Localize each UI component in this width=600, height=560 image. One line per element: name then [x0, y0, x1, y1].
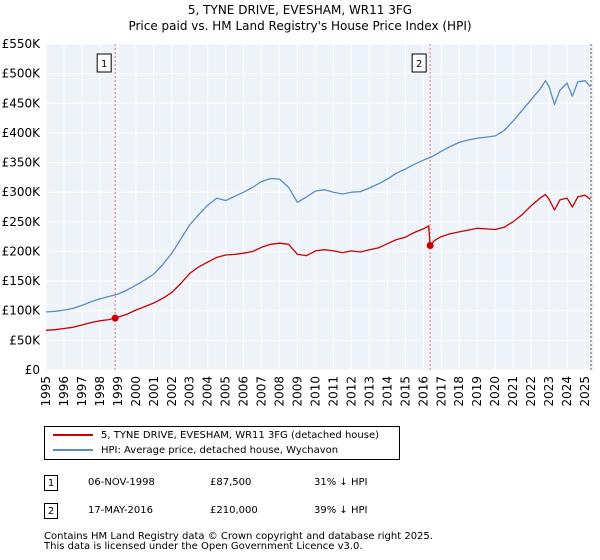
- sale-marker-box: [96, 53, 112, 73]
- x-tick-label: 1997: [75, 376, 89, 407]
- y-tick-label: £350K: [2, 156, 42, 170]
- plot-background: [46, 44, 594, 370]
- legend-swatch-hpi: [53, 449, 93, 451]
- sale-price: £210,000: [210, 505, 258, 516]
- y-tick-label: £0: [25, 363, 40, 377]
- footer: Contains HM Land Registry data © Crown c…: [44, 532, 433, 552]
- legend-item-hpi: HPI: Average price, detached house, Wych…: [53, 444, 338, 458]
- legend-label-property: 5, TYNE DRIVE, EVESHAM, WR11 3FG (detach…: [101, 430, 380, 441]
- x-tick-label: 2013: [362, 376, 376, 407]
- legend-label-hpi: HPI: Average price, detached house, Wych…: [101, 445, 339, 456]
- x-tick-label: 2008: [273, 376, 287, 407]
- x-tick-label: 2023: [542, 376, 556, 407]
- x-tick-label: 2022: [524, 376, 538, 407]
- x-tick-label: 1998: [93, 376, 107, 407]
- x-tick-label: 2021: [506, 376, 520, 407]
- footer-copyright: Contains HM Land Registry data © Crown c…: [44, 531, 433, 542]
- sale-number-badge: 1: [44, 475, 58, 491]
- x-tick-label: 2016: [416, 376, 430, 407]
- x-tick-label: 1999: [111, 376, 125, 407]
- x-tick-label: 2024: [560, 376, 574, 407]
- x-tick-label: 2020: [488, 376, 502, 407]
- x-tick-label: 2012: [344, 376, 358, 407]
- plot-area: £0 £50K £100K £150K £200K £250K £300K £350K £400…: [2, 37, 594, 407]
- sale-number-badge: 2: [44, 503, 58, 519]
- legend-swatch-property: [53, 434, 93, 436]
- y-tick-label: £500K: [2, 67, 42, 81]
- sale-marker-label: 1: [101, 59, 107, 70]
- legend-item-property: 5, TYNE DRIVE, EVESHAM, WR11 3FG (detach…: [53, 429, 379, 443]
- footer-licence: This data is licensed under the Open Gov…: [44, 541, 363, 552]
- legend: 5, TYNE DRIVE, EVESHAM, WR11 3FG (detach…: [44, 426, 400, 460]
- x-tick-label: 2004: [201, 376, 215, 407]
- y-tick-label: £200K: [2, 244, 42, 258]
- property-price-line: [45, 193, 591, 331]
- x-tick-label: 2009: [291, 376, 305, 407]
- x-tick-label: 2011: [326, 376, 340, 407]
- x-tick-label: 2015: [398, 376, 412, 407]
- x-tick-label: 2007: [255, 376, 269, 407]
- x-tick-label: 2005: [219, 376, 233, 407]
- y-tick-label: £450K: [2, 96, 42, 110]
- sale-date: 17-MAY-2016: [88, 505, 154, 516]
- x-tick-label: 2019: [470, 376, 484, 407]
- sale-marker-box: [411, 53, 427, 73]
- chart-subtitle: Price paid vs. HM Land Registry's House …: [128, 19, 471, 33]
- x-tick-label: 1995: [39, 376, 53, 407]
- sale-hpi-diff: 31% ↓ HPI: [314, 477, 368, 488]
- x-tick-label: 2000: [129, 376, 143, 407]
- sale-date: 06-NOV-1998: [88, 477, 155, 488]
- x-tick-label: 2018: [452, 376, 466, 407]
- y-tick-label: £250K: [2, 215, 42, 229]
- y-tick-label: £300K: [2, 185, 42, 199]
- sale-marker-label: 2: [416, 59, 422, 70]
- chart-title: 5, TYNE DRIVE, EVESHAM, WR11 3FG: [188, 3, 412, 17]
- hpi-line: [45, 80, 591, 313]
- y-tick-label: £150K: [2, 274, 42, 288]
- sale-point: [111, 314, 119, 322]
- x-tick-label: 2010: [309, 376, 323, 407]
- x-tick-label: 2003: [183, 376, 197, 407]
- price-chart: 5, TYNE DRIVE, EVESHAM, WR11 3FG Price p…: [2, 3, 594, 407]
- y-tick-label: £100K: [2, 304, 42, 318]
- sale-hpi-diff: 39% ↓ HPI: [314, 505, 368, 516]
- x-tick-label: 2014: [380, 376, 394, 407]
- y-tick-label: £550K: [2, 37, 42, 51]
- sale-price: £87,500: [210, 477, 252, 488]
- x-tick-label: 2017: [434, 376, 448, 407]
- x-tick-label: 1996: [57, 376, 71, 407]
- x-tick-label: 2006: [237, 376, 251, 407]
- x-tick-label: 2002: [165, 376, 179, 407]
- y-tick-label: £50K: [9, 333, 41, 347]
- x-tick-label: 2001: [147, 376, 161, 407]
- x-tick-label: 2025: [578, 376, 592, 407]
- sale-point: [426, 242, 434, 250]
- y-tick-label: £400K: [2, 126, 42, 140]
